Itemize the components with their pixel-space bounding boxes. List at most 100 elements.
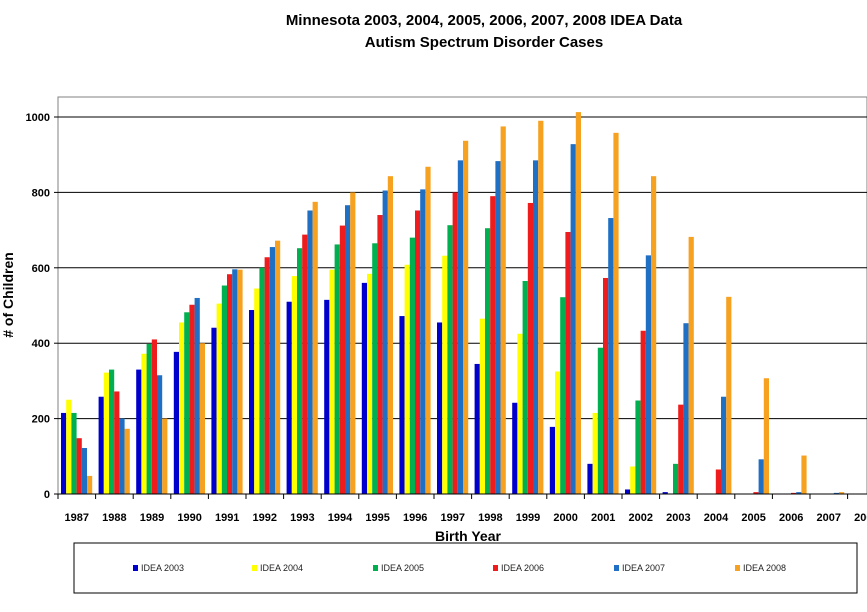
bar-idea-2006-1996 (415, 210, 421, 494)
bar-idea-2007-2004 (721, 396, 727, 494)
bar-idea-2004-1996 (404, 264, 410, 494)
bar-idea-2007-1989 (157, 375, 163, 494)
bar-idea-2007-2007 (833, 492, 839, 494)
y-tick-label: 200 (32, 414, 50, 426)
plot-area (57, 96, 867, 495)
bar-idea-2005-1997 (447, 225, 453, 494)
bar-idea-2007-1996 (420, 189, 426, 494)
bar-idea-2003-2002 (625, 489, 631, 494)
bar-idea-2005-1989 (146, 343, 152, 494)
bar-idea-2006-2004 (715, 469, 721, 494)
bar-idea-2008-1997 (463, 140, 469, 494)
bar-idea-2003-1987 (61, 412, 67, 494)
bar-idea-2003-2003 (662, 492, 668, 494)
x-tick-label: 1996 (403, 512, 427, 524)
x-tick-label: 1992 (253, 512, 277, 524)
bar-idea-2008-1993 (312, 201, 318, 494)
bar-idea-2003-1991 (211, 327, 217, 494)
legend-swatch (493, 565, 498, 571)
bar-idea-2007-1991 (232, 269, 238, 494)
bar-idea-2007-2002 (645, 255, 651, 494)
bar-idea-2005-1990 (184, 312, 190, 494)
bar-idea-2008-1992 (275, 240, 281, 494)
bar-idea-2003-1993 (286, 301, 292, 494)
bar-idea-2008-1998 (500, 126, 506, 495)
bar-idea-2005-1988 (109, 369, 115, 494)
bar-idea-2006-1997 (452, 192, 458, 494)
bar-idea-2007-1987 (81, 448, 87, 494)
x-tick-label: 1988 (102, 512, 126, 524)
bar-idea-2006-1999 (527, 202, 533, 494)
bar-idea-2005-2000 (560, 297, 566, 494)
bar-idea-2006-2006 (791, 492, 797, 494)
bar-idea-2003-1995 (361, 282, 367, 494)
bar-idea-2005-1995 (372, 243, 378, 494)
x-tick-label: 2003 (666, 512, 690, 524)
bar-idea-2007-1990 (194, 297, 200, 494)
bar-idea-2003-1998 (474, 363, 480, 494)
bar-idea-2006-2002 (640, 330, 646, 494)
bar-idea-2006-1993 (302, 234, 308, 494)
bar-idea-2008-1996 (425, 166, 431, 494)
x-tick-label: 2000 (553, 512, 577, 524)
bar-idea-2007-2000 (570, 144, 576, 494)
bar-idea-2004-1997 (442, 255, 448, 494)
bar-idea-2003-1989 (136, 369, 142, 494)
bar-idea-2008-1999 (538, 120, 544, 495)
legend-box (73, 542, 858, 594)
legend-label: IDEA 2004 (260, 563, 303, 573)
bars (61, 112, 845, 495)
bar-idea-2004-1993 (291, 276, 297, 494)
bar-idea-2006-2003 (678, 404, 684, 494)
x-tick-label: 1999 (516, 512, 540, 524)
bar-idea-2004-1989 (141, 353, 147, 494)
bar-idea-2004-1998 (479, 318, 485, 494)
bar-idea-2003-1994 (324, 299, 330, 494)
bar-idea-2006-2000 (565, 231, 571, 495)
x-tick-label: 2001 (591, 512, 615, 524)
bar-idea-2008-1988 (124, 428, 130, 494)
bar-idea-2005-1987 (71, 412, 77, 494)
legend-label: IDEA 2005 (381, 563, 424, 573)
x-tick-label: 2002 (629, 512, 653, 524)
bar-idea-2006-1998 (490, 196, 496, 495)
bar-idea-2006-1989 (151, 339, 157, 494)
bar-idea-2008-2007 (839, 492, 845, 494)
y-tick-label: 600 (32, 263, 50, 275)
bar-idea-2006-1994 (339, 225, 345, 494)
bar-idea-2008-2004 (726, 296, 732, 494)
bar-idea-2006-1995 (377, 215, 383, 494)
bar-idea-2005-2002 (635, 400, 641, 494)
bar-idea-2007-1997 (457, 160, 463, 495)
legend-swatch (133, 565, 138, 571)
x-tick-label: 2007 (817, 512, 841, 524)
bar-idea-2004-1999 (517, 333, 523, 494)
legend-label: IDEA 2008 (743, 563, 786, 573)
bar-idea-2008-2001 (613, 132, 619, 494)
chart-subtitle: Autism Spectrum Disorder Cases (365, 34, 603, 51)
bar-idea-2005-1993 (297, 248, 303, 494)
x-tick-label: 1987 (65, 512, 89, 524)
y-axis-ticks: 0 200 400 600 800 1000 (26, 112, 58, 501)
legend-label: IDEA 2007 (622, 563, 665, 573)
legend-label: IDEA 2006 (501, 563, 544, 573)
x-tick-label: 1993 (290, 512, 314, 524)
bar-idea-2007-1988 (119, 418, 125, 494)
x-tick-label: 2004 (704, 512, 729, 524)
bar-idea-2008-1994 (350, 192, 356, 494)
bar-idea-2007-2005 (758, 459, 764, 494)
bar-idea-2008-2003 (688, 236, 694, 494)
y-tick-label: 800 (32, 187, 50, 199)
bar-idea-2005-1999 (522, 281, 528, 494)
x-axis-label: Birth Year (435, 528, 501, 544)
bar-idea-2008-2002 (651, 176, 657, 494)
x-tick-label: 1994 (328, 512, 353, 524)
y-tick-label: 1000 (26, 112, 50, 124)
bar-idea-2007-2001 (608, 218, 614, 495)
bar-idea-2007-1995 (382, 190, 388, 494)
bar-idea-2006-2005 (753, 492, 759, 494)
bar-idea-2004-1994 (329, 269, 335, 494)
bar-idea-2007-2006 (796, 492, 802, 494)
bar-idea-2004-1995 (367, 273, 373, 494)
